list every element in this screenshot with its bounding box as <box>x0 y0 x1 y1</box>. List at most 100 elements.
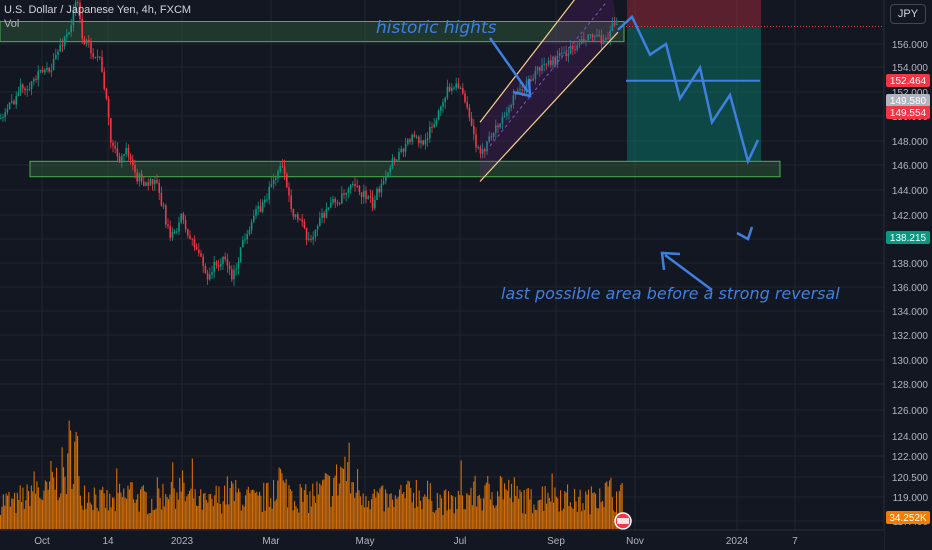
volume-bar <box>91 504 93 529</box>
volume-bar <box>74 441 76 529</box>
candle-body <box>125 148 127 154</box>
volume-bar <box>51 471 53 529</box>
candle-body <box>499 123 501 128</box>
volume-bar <box>469 495 471 529</box>
candle-body <box>277 171 279 179</box>
volume-bar <box>154 509 156 529</box>
volume-bar <box>39 497 41 529</box>
volume-bar <box>376 491 378 529</box>
candle-body <box>345 192 347 195</box>
volume-bar <box>240 510 242 529</box>
volume-bar <box>368 500 370 529</box>
candle-body <box>74 1 77 12</box>
volume-bar <box>215 485 217 529</box>
arrowhead-reversal-area <box>660 251 681 271</box>
arrowhead-historic-highs <box>512 78 532 98</box>
volume-bar <box>33 471 35 529</box>
candle-body <box>338 203 341 205</box>
chart-header: U.S. Dollar / Japanese Yen, 4h, FXCM Vol <box>4 3 191 31</box>
candle-body <box>442 102 444 107</box>
candle-body <box>407 139 409 145</box>
volume-bar <box>70 430 72 529</box>
volume-bar <box>218 486 220 529</box>
volume-bar <box>357 469 359 529</box>
volume-bar <box>473 481 475 529</box>
volume-bar <box>572 508 574 529</box>
candle-body <box>583 39 585 43</box>
volume-bar <box>222 501 224 529</box>
volume-bar <box>467 494 469 529</box>
volume-bar <box>484 485 486 529</box>
candle-body <box>616 24 618 25</box>
candle-body <box>19 84 22 93</box>
volume-bar <box>361 505 363 529</box>
candle-body <box>81 19 83 39</box>
candle-body <box>567 53 570 57</box>
volume-bar <box>191 458 193 529</box>
currency-button[interactable]: JPY <box>890 4 926 24</box>
volume-bar <box>57 500 59 529</box>
candle-body <box>250 221 253 231</box>
candle-body <box>224 256 226 260</box>
candle-body <box>85 40 88 45</box>
volume-bar <box>77 436 79 529</box>
volume-bar <box>372 493 374 529</box>
volume-bar <box>289 489 291 529</box>
candle-body <box>479 147 482 154</box>
volume-bar <box>448 491 450 529</box>
volume-bar <box>438 507 440 529</box>
volume-bar <box>303 490 305 529</box>
take-profit-box <box>627 26 761 162</box>
candle-body <box>477 147 479 149</box>
candle-body <box>393 158 396 161</box>
volume-bar <box>134 502 136 529</box>
candle-body <box>292 208 295 217</box>
volume-bar <box>60 493 62 529</box>
volume-bar <box>309 491 311 529</box>
volume-bar <box>362 493 364 529</box>
candle-body <box>374 199 376 209</box>
candle-body <box>387 172 389 176</box>
volume-bar <box>618 491 620 529</box>
candle-body <box>182 213 185 220</box>
volume-bar <box>71 489 73 529</box>
volume-bar <box>123 488 125 529</box>
volume-bar <box>558 511 560 529</box>
volume-bar <box>553 502 555 529</box>
volume-bar <box>252 489 254 529</box>
candle-body <box>288 187 290 196</box>
volume-bar <box>8 491 10 529</box>
volume-bar <box>480 498 482 529</box>
candle-body <box>209 274 211 280</box>
candle-body <box>127 148 130 156</box>
candle-body <box>457 83 460 89</box>
candle-body <box>79 3 81 19</box>
volume-bar <box>120 492 122 529</box>
volume-bar <box>403 492 405 529</box>
volume-bar <box>525 513 527 529</box>
candle-body <box>68 32 70 35</box>
volume-bar <box>229 488 231 529</box>
volume-bar <box>421 509 423 529</box>
volume-bar <box>420 500 422 529</box>
price-label-badge <box>886 231 930 244</box>
volume-bar <box>285 479 287 529</box>
channel-fill <box>480 0 618 182</box>
candle-body <box>200 253 202 257</box>
candle-body <box>525 80 528 91</box>
volume-bar <box>64 476 66 529</box>
time-tick-label: 2023 <box>171 536 194 547</box>
volume-bar <box>231 481 233 529</box>
candle-body <box>26 89 28 91</box>
candle-body <box>470 117 473 126</box>
volume-bar <box>176 492 178 529</box>
volume-bar <box>175 508 177 529</box>
candle-body <box>187 229 189 236</box>
candle-body <box>63 36 66 47</box>
candle-body <box>275 178 277 180</box>
candle-body <box>158 182 160 193</box>
volume-bar <box>348 442 350 529</box>
volume-bar <box>406 484 408 529</box>
candle-body <box>103 71 105 89</box>
